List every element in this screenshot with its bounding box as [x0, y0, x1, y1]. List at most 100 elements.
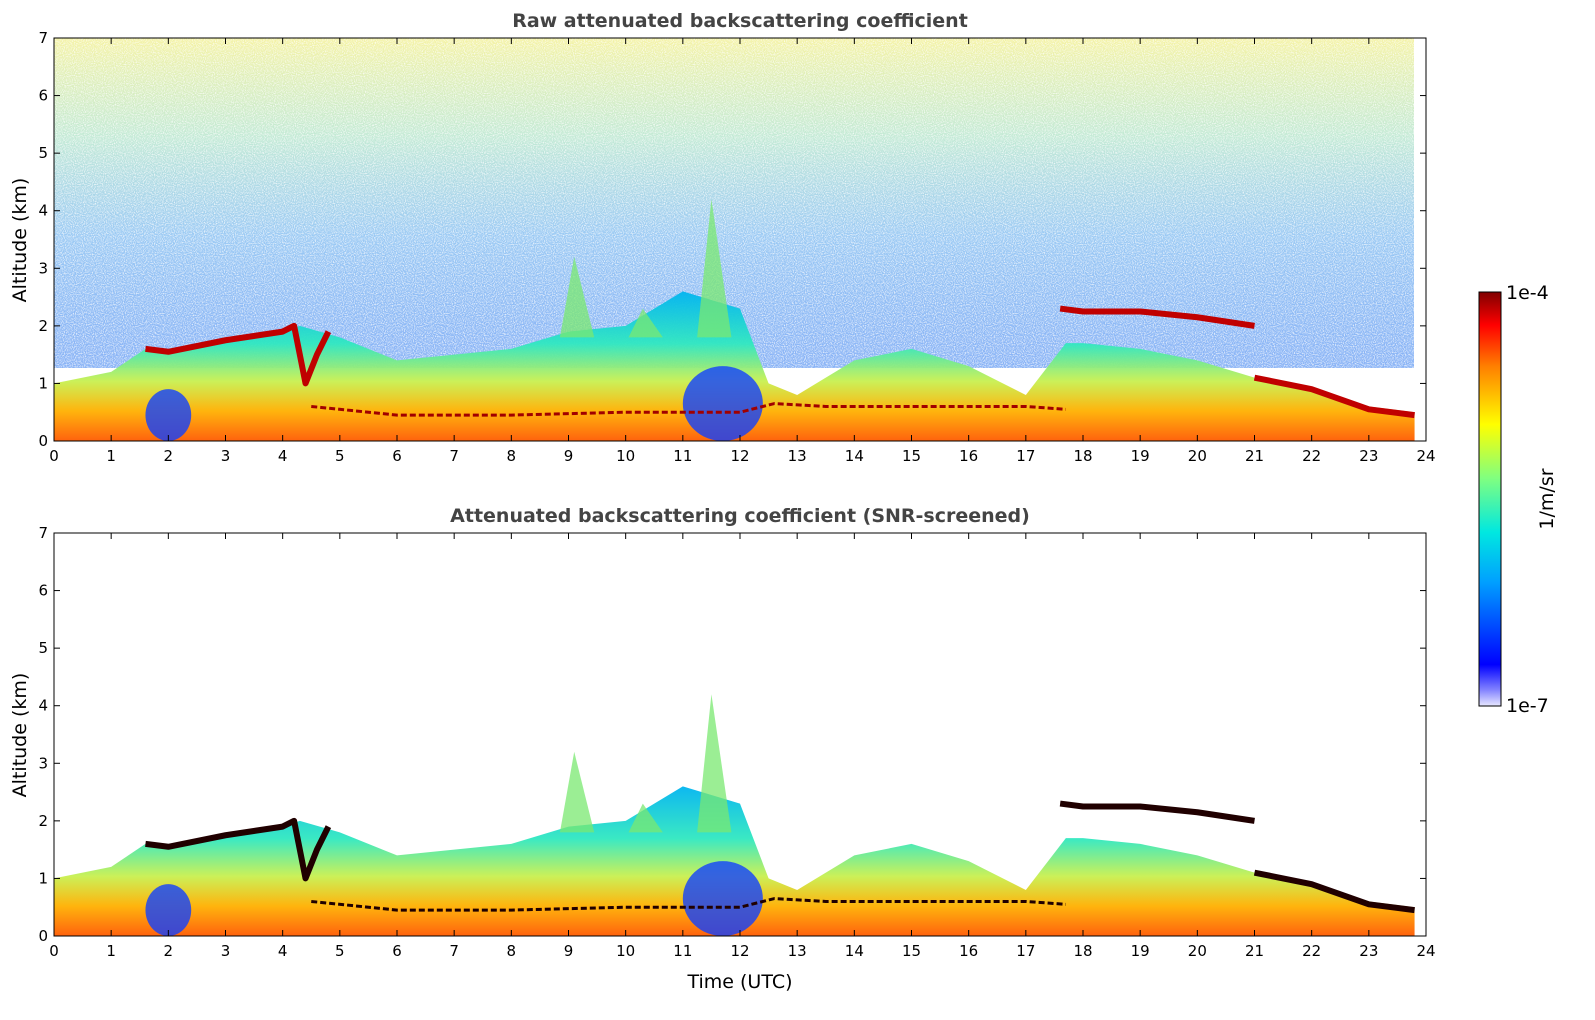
y-tick-label: 6 [38, 582, 48, 600]
colorbar-label: 1/m/sr [1536, 468, 1558, 529]
y-tick-label: 1 [38, 869, 48, 887]
x-tick-label: 20 [1188, 447, 1207, 465]
colorbar-max-label: 1e-4 [1506, 282, 1549, 304]
x-tick-label: 5 [335, 447, 345, 465]
panel1-ylabel: Altitude (km) [9, 178, 31, 303]
panel2-x-axis: 0 1 2 3 4 5 6 7 8 9 10 11 12 13 14 15 16 17 18 19 20 21 22 23 24 [49, 533, 1436, 960]
y-tick-label: 7 [38, 29, 48, 47]
y-tick-label: 3 [38, 259, 48, 277]
x-tick-label: 16 [959, 942, 978, 960]
panel2-ylabel: Altitude (km) [9, 673, 31, 798]
x-tick-label: 9 [564, 447, 574, 465]
x-tick-label: 22 [1302, 942, 1321, 960]
x-tick-label: 19 [1131, 942, 1150, 960]
x-tick-label: 10 [616, 942, 635, 960]
aerosol-plume [559, 256, 595, 338]
x-tick-label: 2 [164, 942, 174, 960]
y-tick-label: 4 [38, 202, 48, 220]
x-tick-label: 6 [392, 447, 402, 465]
panel1-y-axis: 0 1 2 3 4 5 6 7 [38, 29, 1426, 450]
x-tick-label: 9 [564, 942, 574, 960]
x-tick-label: 11 [673, 942, 692, 960]
x-tick-label: 6 [392, 942, 402, 960]
x-tick-label: 4 [278, 942, 288, 960]
x-tick-label: 7 [449, 942, 459, 960]
boundary-layer-area [54, 291, 1415, 441]
y-tick-label: 2 [38, 812, 48, 830]
y-tick-label: 2 [38, 317, 48, 335]
panel1-title: Raw attenuated backscattering coefficien… [512, 10, 968, 32]
x-tick-label: 11 [673, 447, 692, 465]
aerosol-plume [697, 199, 732, 338]
x-tick-label: 3 [221, 942, 231, 960]
colorbar: 1e-4 1e-7 1/m/sr [1478, 282, 1558, 717]
y-tick-label: 0 [38, 927, 48, 945]
x-tick-label: 24 [1416, 942, 1435, 960]
colorbar-gradient [1478, 291, 1502, 707]
low-backscatter-patch [145, 389, 192, 441]
x-tick-label: 18 [1073, 942, 1092, 960]
x-tick-label: 15 [902, 447, 921, 465]
low-backscatter-patch [682, 861, 763, 936]
x-tick-label: 24 [1416, 447, 1435, 465]
strong-layer-cloud-base-streak [145, 817, 332, 882]
signal-layer-screened [54, 694, 1415, 936]
x-tick-label: 14 [845, 447, 864, 465]
y-tick-label: 7 [38, 524, 48, 542]
panel1-x-axis: 0 1 2 3 4 5 6 7 8 9 10 11 12 13 14 15 16 17 18 19 20 21 22 23 24 [49, 38, 1436, 465]
x-tick-label: 23 [1359, 447, 1378, 465]
x-tick-label: 0 [49, 447, 59, 465]
signal-layer [54, 199, 1415, 441]
low-backscatter-patch [145, 884, 192, 936]
x-tick-label: 3 [221, 447, 231, 465]
x-tick-label: 21 [1245, 942, 1264, 960]
x-tick-label: 12 [730, 942, 749, 960]
x-tick-label: 0 [49, 942, 59, 960]
x-tick-label: 5 [335, 942, 345, 960]
x-tick-label: 10 [616, 447, 635, 465]
y-tick-label: 5 [38, 639, 48, 657]
x-tick-label: 13 [788, 447, 807, 465]
panel2-plot-area [54, 533, 1426, 936]
x-tick-label: 17 [1016, 447, 1035, 465]
aerosol-plume [559, 751, 595, 833]
x-tick-label: 21 [1245, 447, 1264, 465]
x-tick-label: 22 [1302, 447, 1321, 465]
panel2-title: Attenuated backscattering coefficient (S… [450, 505, 1030, 527]
y-tick-label: 1 [38, 374, 48, 392]
x-tick-label: 14 [845, 942, 864, 960]
y-tick-label: 0 [38, 432, 48, 450]
x-tick-label: 19 [1131, 447, 1150, 465]
x-tick-label: 13 [788, 942, 807, 960]
panel2-xlabel: Time (UTC) [686, 971, 792, 993]
x-tick-label: 15 [902, 942, 921, 960]
strong-layer-elevated-layer [1059, 800, 1255, 824]
strong-layer-descending-layer [1253, 869, 1415, 914]
x-tick-label: 18 [1073, 447, 1092, 465]
boundary-layer-area [54, 786, 1415, 936]
x-tick-label: 1 [106, 942, 116, 960]
y-tick-label: 6 [38, 87, 48, 105]
aerosol-plume [697, 694, 732, 833]
y-tick-label: 3 [38, 754, 48, 772]
x-tick-label: 7 [449, 447, 459, 465]
colorbar-min-label: 1e-7 [1506, 695, 1549, 717]
panel-screened: Attenuated backscattering coefficient (S… [9, 505, 1436, 993]
x-tick-label: 4 [278, 447, 288, 465]
x-tick-label: 17 [1016, 942, 1035, 960]
aerosol-plume [628, 803, 663, 833]
strong-layer-cloud-base-streak [145, 322, 332, 387]
panel1-plot-area [54, 38, 1426, 441]
aerosol-plume [628, 308, 663, 338]
near-surface-layer [311, 897, 1066, 912]
x-tick-label: 20 [1188, 942, 1207, 960]
x-tick-label: 8 [507, 942, 517, 960]
y-tick-label: 5 [38, 144, 48, 162]
x-tick-label: 8 [507, 447, 517, 465]
x-tick-label: 16 [959, 447, 978, 465]
x-tick-label: 23 [1359, 942, 1378, 960]
strong-layer-elevated-layer [1059, 305, 1255, 329]
x-tick-label: 1 [106, 447, 116, 465]
x-tick-label: 12 [730, 447, 749, 465]
